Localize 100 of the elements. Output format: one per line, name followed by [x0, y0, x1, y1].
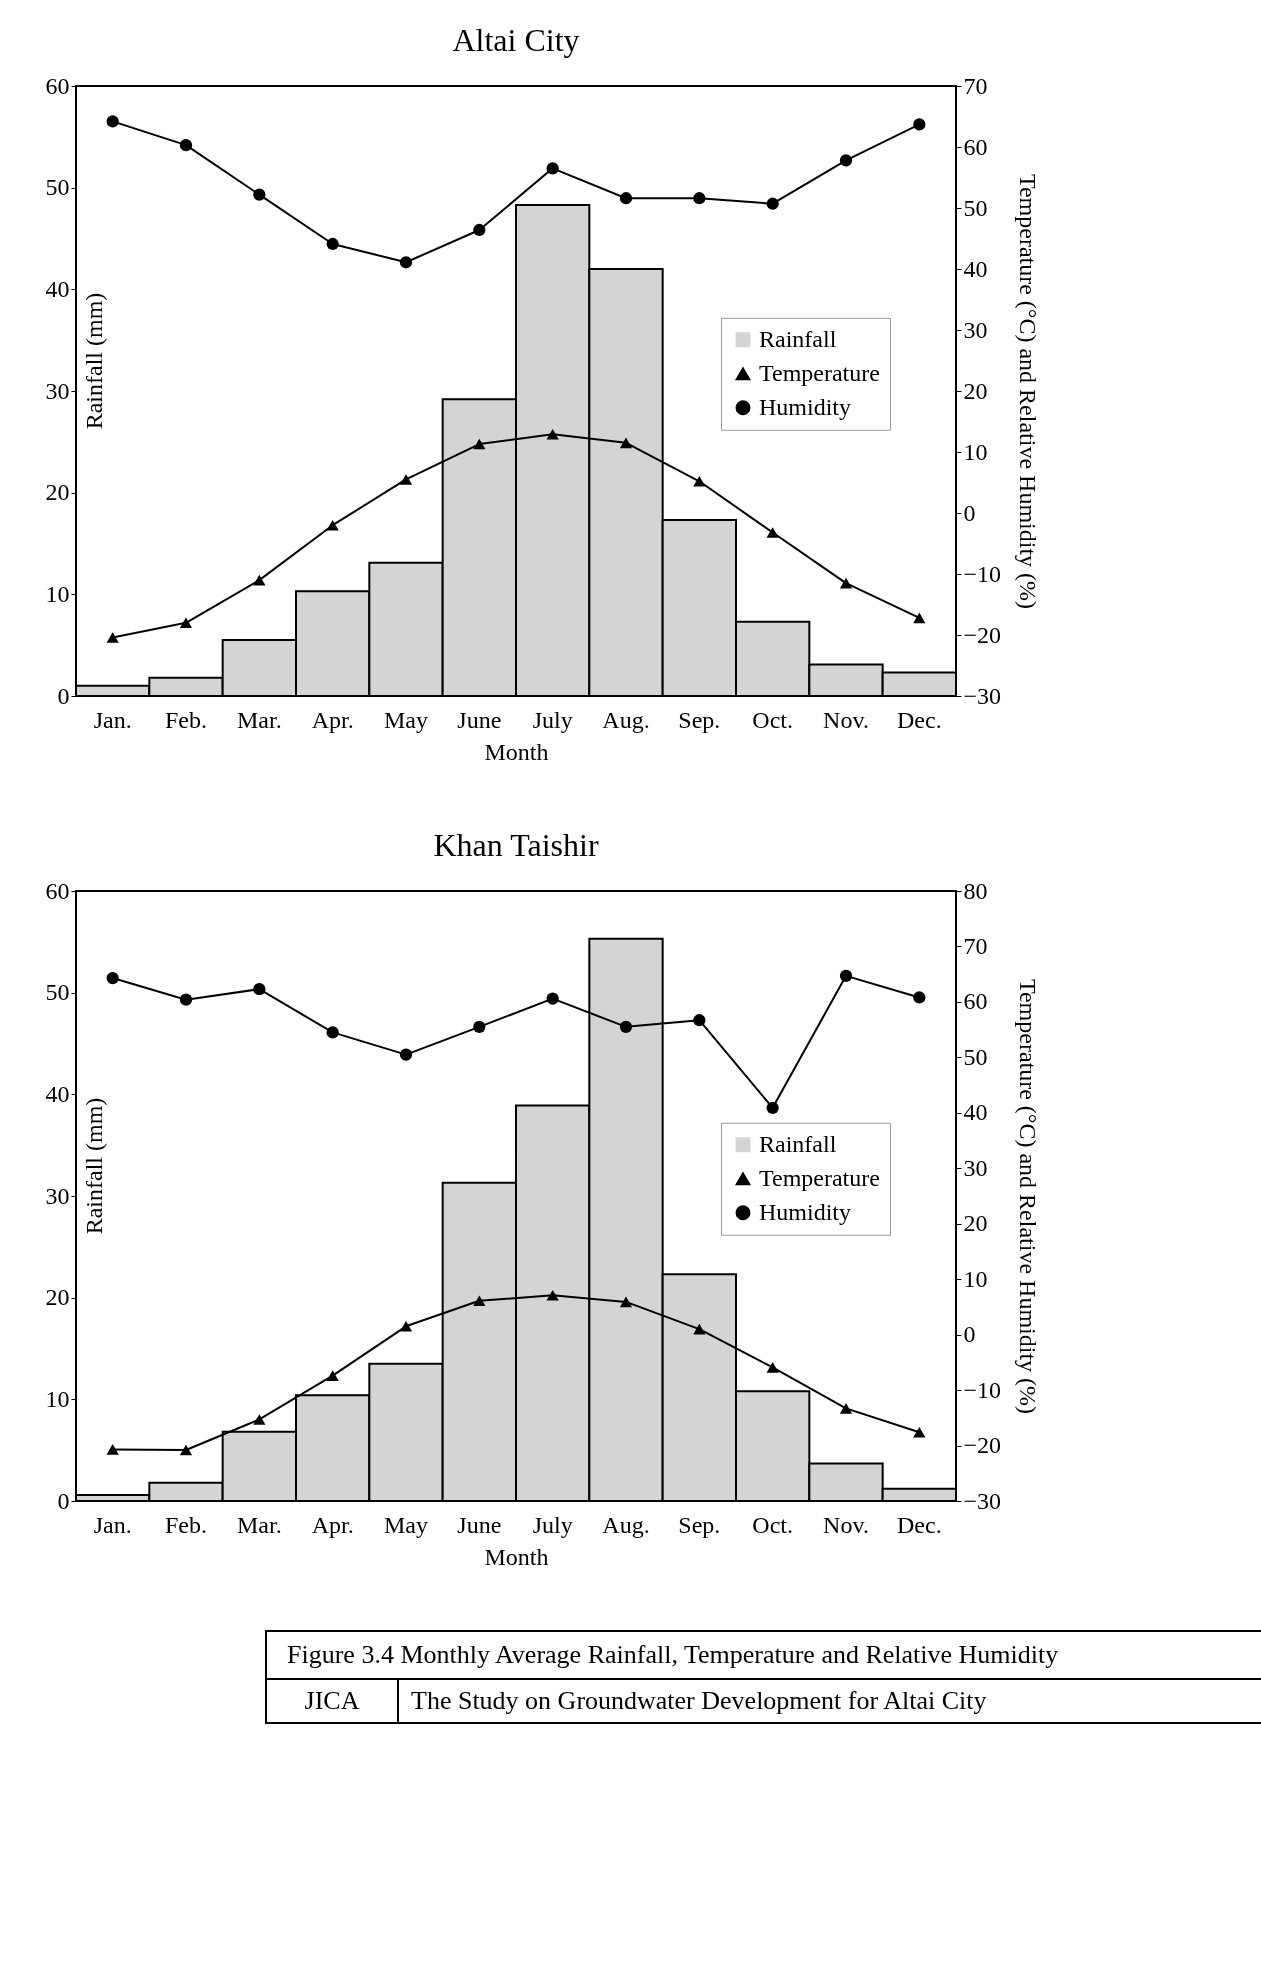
y-axis-title: Rainfall (mm)	[80, 292, 107, 430]
y-tick-label: 50	[45, 174, 70, 201]
point	[399, 1048, 413, 1061]
point	[546, 162, 559, 175]
x-tick-label: Mar.	[237, 1511, 282, 1538]
y2-tick-label: 80	[963, 877, 988, 904]
y2-tick-label: 0	[963, 499, 976, 526]
y2-tick-label: 60	[963, 133, 988, 160]
x-tick-label: Nov.	[823, 1511, 869, 1538]
point	[326, 1026, 339, 1039]
y2-tick-label: −30	[963, 682, 1002, 709]
point	[326, 1370, 339, 1381]
point	[839, 154, 853, 167]
x-tick-label: Dec.	[897, 1511, 942, 1538]
x-tick-label: Sep.	[678, 706, 721, 733]
y-tick-label: 0	[57, 682, 70, 709]
legend-label: Temperature	[759, 1164, 880, 1191]
point	[253, 983, 266, 996]
y-tick-label: 30	[45, 1182, 70, 1209]
chart-title: Altai City	[452, 22, 580, 58]
point	[546, 429, 559, 440]
y-tick-label: 0	[57, 1487, 70, 1514]
point	[913, 991, 926, 1004]
y2-tick-label: −30	[963, 1487, 1002, 1514]
point	[473, 438, 486, 450]
point	[106, 971, 119, 985]
y2-tick-label: 20	[963, 1210, 988, 1237]
y2-tick-label: 0	[963, 1321, 976, 1348]
y2-tick-label: 50	[963, 194, 988, 221]
x-tick-label: Feb.	[165, 706, 207, 733]
point	[693, 1014, 706, 1027]
point	[619, 192, 633, 205]
point	[693, 1323, 706, 1335]
legend-label: Temperature	[759, 359, 880, 386]
point	[766, 197, 779, 210]
point	[179, 1444, 193, 1456]
x-tick-label: June	[457, 1511, 502, 1538]
point	[766, 1362, 779, 1373]
point	[399, 474, 413, 485]
point	[546, 1289, 559, 1301]
text: The Study on Groundwater Development for Altai City	[410, 1685, 988, 1717]
point	[253, 188, 266, 201]
point	[253, 1414, 266, 1425]
legend-label: Humidity	[759, 393, 852, 420]
y2-tick-label: 30	[963, 316, 988, 343]
y2-tick-label: 60	[963, 988, 988, 1015]
y2-tick-label: 70	[963, 932, 988, 959]
x-tick-label: Jan.	[93, 706, 132, 733]
y2-axis-title: Temperature (°C) and Relative Humidity (%)	[1015, 173, 1042, 610]
point	[546, 992, 559, 1005]
y2-tick-label: 10	[963, 438, 988, 465]
point	[473, 1020, 486, 1033]
legend-label: Rainfall	[759, 1130, 837, 1157]
point	[253, 574, 266, 586]
point	[106, 1444, 119, 1455]
point	[399, 1321, 413, 1332]
point	[326, 519, 339, 531]
y2-tick-label: 30	[963, 1154, 988, 1181]
point	[766, 1101, 779, 1114]
x-tick-label: Sep.	[678, 1511, 721, 1538]
y2-tick-label: 70	[963, 72, 988, 99]
x-axis-title: Month	[484, 738, 549, 765]
point	[839, 969, 853, 982]
y-tick-label: 20	[45, 479, 70, 506]
y-tick-label: 10	[45, 580, 70, 607]
x-tick-label: Apr.	[311, 1511, 354, 1538]
x-tick-label: Oct.	[752, 706, 793, 733]
chart-title: Khan Taishir	[433, 827, 599, 863]
x-tick-label: July	[532, 706, 573, 733]
y-axis-title: Rainfall (mm)	[80, 1097, 107, 1235]
point	[913, 612, 926, 624]
y-tick-label: 50	[45, 979, 70, 1006]
point	[106, 632, 119, 643]
y2-tick-label: 40	[963, 255, 988, 282]
point	[106, 115, 119, 128]
y-tick-label: 30	[45, 377, 70, 404]
y2-tick-label: −10	[963, 560, 1002, 587]
point	[619, 437, 633, 449]
x-tick-label: Mar.	[237, 706, 282, 733]
caption: Figure 3.4 Monthly Average Rainfall, Temperature and Relative Humidity	[267, 1632, 1261, 1680]
y-tick-label: 20	[45, 1284, 70, 1311]
point	[839, 1403, 853, 1414]
point	[693, 192, 706, 205]
point	[399, 256, 413, 269]
x-tick-label: Aug.	[602, 706, 650, 733]
legend-label: Rainfall	[759, 325, 837, 352]
y-tick-label: 40	[45, 275, 70, 302]
point	[693, 475, 706, 487]
x-tick-label: July	[532, 1511, 573, 1538]
y2-tick-label: 50	[963, 1043, 988, 1070]
text: JICA	[267, 1680, 399, 1722]
point	[473, 1295, 486, 1307]
x-tick-label: May	[384, 1511, 428, 1538]
x-tick-label: Nov.	[823, 706, 869, 733]
y-tick-label: 60	[45, 877, 70, 904]
x-tick-label: Feb.	[165, 1511, 207, 1538]
x-tick-label: June	[457, 706, 502, 733]
y-tick-label: 60	[45, 72, 70, 99]
x-tick-label: Aug.	[602, 1511, 650, 1538]
y-tick-label: 10	[45, 1385, 70, 1412]
